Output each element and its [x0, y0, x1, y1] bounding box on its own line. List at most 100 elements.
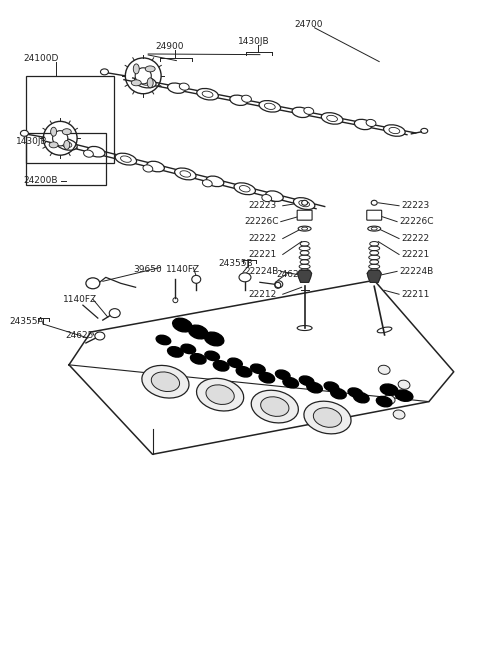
- Ellipse shape: [109, 309, 120, 318]
- Ellipse shape: [95, 332, 105, 340]
- Ellipse shape: [84, 150, 94, 157]
- Text: 1140FZ: 1140FZ: [167, 265, 201, 274]
- Ellipse shape: [366, 119, 376, 127]
- Text: 22221: 22221: [401, 250, 429, 259]
- Ellipse shape: [100, 69, 108, 75]
- Ellipse shape: [293, 198, 315, 210]
- FancyBboxPatch shape: [367, 210, 382, 220]
- Bar: [26, 133, 106, 185]
- Ellipse shape: [283, 377, 299, 388]
- Ellipse shape: [181, 344, 195, 354]
- Ellipse shape: [53, 131, 68, 146]
- Ellipse shape: [276, 370, 290, 379]
- Ellipse shape: [292, 107, 310, 117]
- Ellipse shape: [213, 360, 229, 371]
- Ellipse shape: [300, 376, 314, 385]
- Ellipse shape: [304, 401, 351, 434]
- Ellipse shape: [189, 325, 208, 339]
- Text: 22224B: 22224B: [244, 267, 278, 276]
- Ellipse shape: [353, 393, 369, 403]
- Text: 24900: 24900: [156, 42, 184, 51]
- Text: 22226C: 22226C: [399, 217, 433, 226]
- Ellipse shape: [301, 200, 308, 205]
- Text: 22212: 22212: [248, 289, 276, 299]
- Ellipse shape: [240, 186, 250, 192]
- Ellipse shape: [168, 83, 185, 93]
- Ellipse shape: [168, 346, 183, 357]
- Bar: [26, 76, 114, 163]
- Ellipse shape: [203, 180, 212, 187]
- Ellipse shape: [156, 335, 171, 344]
- Ellipse shape: [348, 388, 362, 397]
- Ellipse shape: [87, 147, 105, 157]
- Text: 39650: 39650: [133, 265, 162, 274]
- Text: 22211: 22211: [401, 289, 430, 299]
- Ellipse shape: [132, 80, 141, 86]
- Ellipse shape: [377, 327, 392, 333]
- Ellipse shape: [236, 366, 252, 377]
- Ellipse shape: [321, 113, 343, 124]
- Ellipse shape: [304, 107, 314, 115]
- Text: 1430JB: 1430JB: [238, 38, 270, 46]
- Ellipse shape: [383, 395, 395, 404]
- Polygon shape: [298, 271, 312, 282]
- Ellipse shape: [192, 275, 201, 283]
- Ellipse shape: [266, 191, 283, 202]
- Ellipse shape: [241, 95, 252, 103]
- Ellipse shape: [327, 115, 337, 121]
- Text: 22226C: 22226C: [244, 217, 278, 226]
- Ellipse shape: [259, 373, 275, 383]
- Ellipse shape: [228, 358, 242, 368]
- Text: 24625: 24625: [277, 270, 305, 279]
- Ellipse shape: [324, 382, 339, 391]
- Ellipse shape: [175, 168, 196, 180]
- Ellipse shape: [143, 165, 153, 172]
- Text: 22222: 22222: [248, 234, 276, 243]
- Ellipse shape: [206, 385, 234, 405]
- Text: 24625: 24625: [65, 330, 94, 340]
- Text: 24355B: 24355B: [218, 259, 253, 268]
- Text: 22223: 22223: [248, 201, 276, 210]
- Ellipse shape: [354, 119, 372, 130]
- Ellipse shape: [205, 351, 219, 360]
- Text: 24200B: 24200B: [23, 176, 58, 186]
- FancyBboxPatch shape: [297, 210, 312, 220]
- Ellipse shape: [299, 200, 310, 207]
- Ellipse shape: [64, 141, 70, 149]
- Ellipse shape: [21, 131, 28, 136]
- Ellipse shape: [142, 365, 189, 398]
- Ellipse shape: [202, 91, 213, 97]
- Ellipse shape: [264, 103, 275, 109]
- Ellipse shape: [297, 326, 312, 330]
- Text: 22222: 22222: [401, 234, 429, 243]
- Ellipse shape: [261, 397, 289, 416]
- Text: 1140FZ: 1140FZ: [63, 295, 97, 304]
- Ellipse shape: [62, 129, 71, 135]
- Ellipse shape: [206, 176, 224, 187]
- Ellipse shape: [307, 383, 323, 393]
- Text: 24355A: 24355A: [9, 317, 44, 326]
- Ellipse shape: [368, 226, 381, 231]
- Ellipse shape: [147, 78, 153, 88]
- Ellipse shape: [376, 397, 392, 407]
- Ellipse shape: [49, 142, 58, 148]
- Ellipse shape: [133, 64, 139, 74]
- Ellipse shape: [180, 83, 189, 90]
- Ellipse shape: [196, 379, 244, 411]
- Ellipse shape: [56, 139, 77, 150]
- Ellipse shape: [421, 129, 428, 133]
- Text: 24700: 24700: [295, 20, 323, 29]
- Polygon shape: [367, 271, 381, 282]
- Ellipse shape: [151, 372, 180, 391]
- Ellipse shape: [115, 153, 137, 165]
- Ellipse shape: [180, 171, 191, 177]
- Ellipse shape: [251, 390, 299, 423]
- Ellipse shape: [61, 141, 72, 147]
- Ellipse shape: [398, 380, 410, 389]
- Ellipse shape: [389, 127, 400, 133]
- Ellipse shape: [262, 194, 272, 202]
- Ellipse shape: [134, 76, 156, 88]
- Text: 22221: 22221: [248, 250, 276, 259]
- Ellipse shape: [395, 390, 413, 401]
- Ellipse shape: [204, 332, 224, 346]
